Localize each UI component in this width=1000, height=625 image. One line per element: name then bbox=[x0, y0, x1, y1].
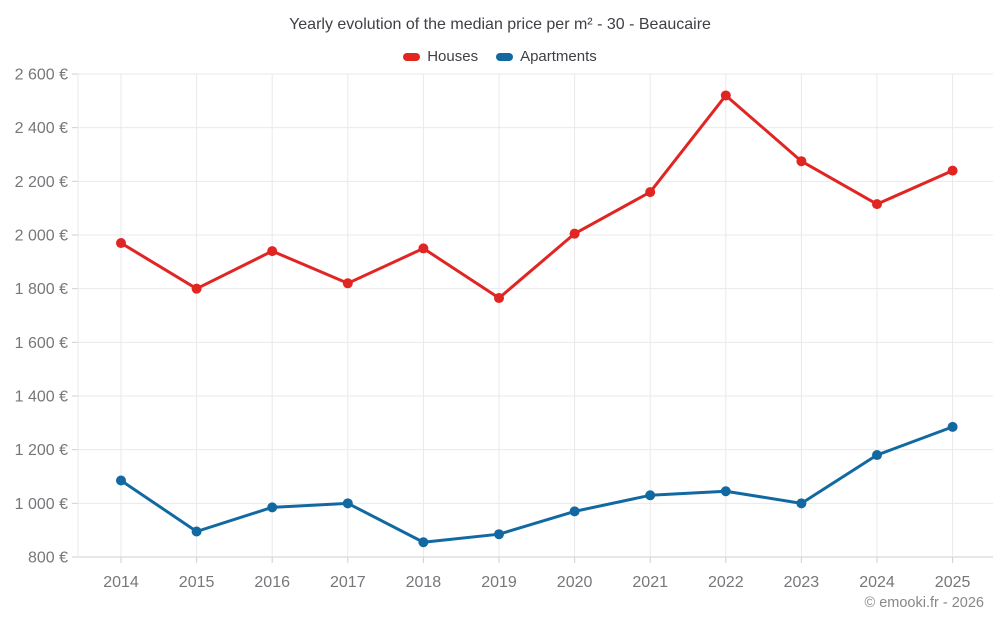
x-axis-label: 2020 bbox=[557, 574, 593, 591]
chart-title: Yearly evolution of the median price per… bbox=[289, 16, 711, 33]
apartments-point-2021[interactable] bbox=[645, 490, 656, 501]
x-axis-label: 2018 bbox=[406, 574, 442, 591]
houses-point-2020[interactable] bbox=[569, 228, 580, 239]
houses-point-2022[interactable] bbox=[720, 90, 731, 101]
houses-point-2016[interactable] bbox=[267, 246, 278, 257]
y-axis-label: 1 800 € bbox=[15, 281, 68, 298]
legend-item-apartments[interactable]: Apartments bbox=[496, 48, 597, 65]
x-axis-label: 2024 bbox=[859, 574, 895, 591]
apartments-swatch-icon bbox=[496, 52, 514, 61]
y-axis-label: 1 200 € bbox=[15, 442, 68, 459]
x-axis-label: 2021 bbox=[632, 574, 668, 591]
legend-item-houses[interactable]: Houses bbox=[403, 48, 478, 65]
apartments-line bbox=[119, 425, 955, 544]
legend: Houses Apartments bbox=[0, 48, 1000, 65]
legend-label-apartments: Apartments bbox=[520, 48, 597, 65]
x-axis-label: 2016 bbox=[254, 574, 290, 591]
apartments-point-2018[interactable] bbox=[418, 537, 429, 548]
y-axis-label: 2 600 € bbox=[15, 67, 68, 84]
x-axis-label: 2023 bbox=[784, 574, 820, 591]
houses-line bbox=[119, 93, 955, 300]
x-axis-label: 2015 bbox=[179, 574, 215, 591]
legend-label-houses: Houses bbox=[427, 48, 479, 65]
houses-swatch-icon bbox=[403, 52, 421, 61]
y-axis-label: 1 000 € bbox=[15, 496, 68, 513]
apartments-point-2014[interactable] bbox=[116, 475, 126, 486]
apartments-point-2024[interactable] bbox=[872, 450, 882, 461]
x-axis-label: 2017 bbox=[330, 574, 366, 591]
x-axis-label: 2014 bbox=[103, 574, 139, 591]
apartments-point-2019[interactable] bbox=[494, 529, 504, 540]
y-axis-label: 1 600 € bbox=[15, 335, 68, 352]
houses-point-2015[interactable] bbox=[191, 283, 202, 294]
x-axis-label: 2022 bbox=[708, 574, 744, 591]
houses-point-2021[interactable] bbox=[645, 187, 656, 198]
y-axis-label: 800 € bbox=[28, 550, 68, 567]
x-axis-label: 2019 bbox=[481, 574, 517, 591]
y-axis-label: 2 200 € bbox=[15, 174, 68, 191]
apartments-point-2023[interactable] bbox=[796, 498, 807, 509]
x-axis-label: 2025 bbox=[935, 574, 971, 591]
houses-point-2014[interactable] bbox=[116, 238, 126, 249]
y-axis-label: 1 400 € bbox=[15, 389, 68, 406]
apartments-point-2016[interactable] bbox=[267, 502, 278, 513]
y-axis-label: 2 000 € bbox=[15, 228, 68, 245]
apartments-point-2020[interactable] bbox=[569, 506, 580, 517]
apartments-point-2022[interactable] bbox=[720, 486, 731, 497]
copyright-text: © emooki.fr - 2026 bbox=[864, 595, 984, 611]
apartments-point-2025[interactable] bbox=[947, 421, 958, 432]
houses-point-2024[interactable] bbox=[872, 199, 882, 210]
apartments-point-2017[interactable] bbox=[342, 498, 353, 509]
apartments-point-2015[interactable] bbox=[191, 526, 202, 537]
houses-point-2023[interactable] bbox=[796, 156, 807, 167]
houses-point-2018[interactable] bbox=[418, 243, 429, 254]
houses-point-2017[interactable] bbox=[342, 278, 353, 289]
houses-point-2025[interactable] bbox=[947, 165, 958, 176]
houses-point-2019[interactable] bbox=[494, 293, 504, 304]
y-axis-label: 2 400 € bbox=[15, 120, 68, 137]
